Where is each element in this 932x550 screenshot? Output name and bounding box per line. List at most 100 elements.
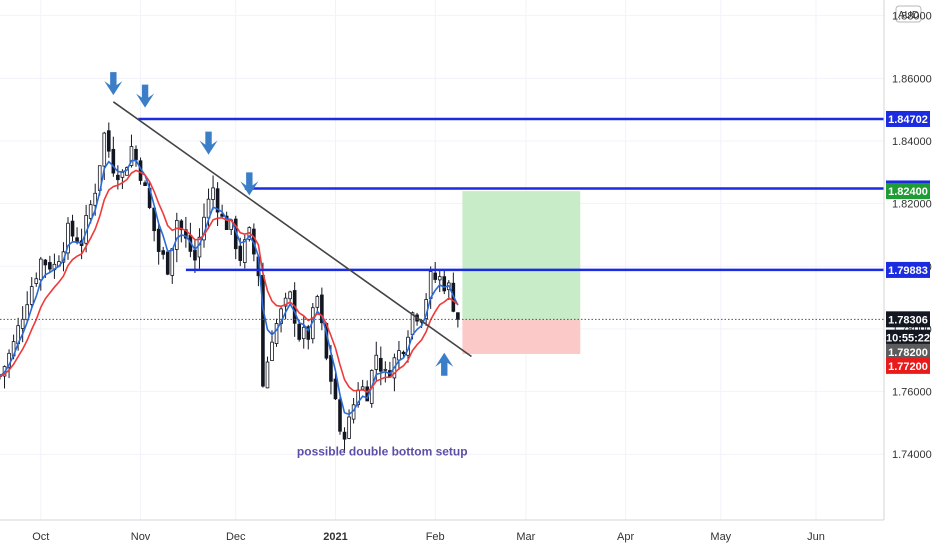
down-arrow-icon xyxy=(136,84,155,108)
time-tick-label: Apr xyxy=(617,531,634,543)
candle-up xyxy=(279,308,283,324)
candle-down xyxy=(442,276,447,292)
price-tick-label: 1.84000 xyxy=(892,136,932,148)
candle-down xyxy=(165,251,170,275)
candle-up xyxy=(347,416,351,439)
time-axis[interactable]: Oct Nov Dec 2021 Feb Mar Apr May Jun xyxy=(32,531,825,543)
down-arrow-icon xyxy=(199,131,218,155)
candle-up xyxy=(66,222,70,254)
trade-zones xyxy=(462,191,581,354)
candle-up xyxy=(383,368,388,371)
grid xyxy=(0,0,884,520)
candle-down xyxy=(161,250,166,255)
candle-up xyxy=(174,220,179,250)
candle-up xyxy=(397,350,401,361)
time-tick-label: Jun xyxy=(807,531,825,543)
price-tick-label: 1.82000 xyxy=(892,199,932,211)
ema-slow-line xyxy=(0,169,459,393)
candle-down xyxy=(106,130,111,152)
price-tick-label: 1.88000 xyxy=(892,11,932,23)
candle-up xyxy=(301,326,306,340)
candle-up xyxy=(270,341,274,361)
price-tag-label: 1.84702 xyxy=(888,114,928,126)
price-tag xyxy=(886,311,930,328)
candle-up xyxy=(374,354,379,370)
price-tag-label: 10:55:22 xyxy=(886,333,930,345)
candle-up xyxy=(265,361,270,389)
candle-up xyxy=(20,318,25,329)
price-tag-label: 1.78306 xyxy=(888,314,928,326)
candle-down xyxy=(238,245,243,261)
candle-down xyxy=(338,399,342,432)
time-tick-label: Oct xyxy=(32,531,49,543)
price-tags: 1.847021.824841.824001.798831.7830610:55… xyxy=(886,110,930,374)
down-arrow-icon xyxy=(104,72,123,96)
candle-down xyxy=(306,326,311,340)
price-tag xyxy=(886,357,930,374)
candle-up xyxy=(29,286,34,305)
candle-up xyxy=(315,296,320,308)
candle-up xyxy=(93,192,98,206)
drawn-lines xyxy=(0,101,884,358)
candle-up xyxy=(38,258,43,281)
candle-down xyxy=(143,182,147,187)
price-tag xyxy=(886,343,930,360)
time-tick-label: Nov xyxy=(131,531,151,543)
price-tag-label: 1.79883 xyxy=(888,265,928,277)
candle-up xyxy=(437,276,442,281)
candle-up xyxy=(120,172,125,178)
currency-badge-box xyxy=(895,5,922,23)
candle-down xyxy=(456,312,460,320)
candle-up xyxy=(274,323,279,344)
candle-down xyxy=(320,294,324,324)
price-tag-label: 1.77200 xyxy=(888,361,928,373)
price-tick-label: 1.74000 xyxy=(892,449,932,461)
candle-up xyxy=(88,204,93,219)
time-tick-label: Feb xyxy=(426,531,445,543)
candle-up xyxy=(170,248,175,276)
currency-badge[interactable]: AUD xyxy=(895,5,922,23)
candle-down xyxy=(333,378,338,400)
price-tag xyxy=(886,329,930,346)
candle-up xyxy=(242,239,247,263)
stop-loss-zone xyxy=(462,319,581,354)
candle-down xyxy=(111,148,116,174)
candle-up xyxy=(288,291,292,300)
currency-label: AUD xyxy=(898,10,919,21)
down-arrow-icon xyxy=(240,172,259,196)
candle-down xyxy=(297,323,302,340)
price-tick-label: 1.76000 xyxy=(892,387,932,399)
candle-up xyxy=(428,271,433,299)
ema-fast-line xyxy=(0,159,459,416)
candle-down xyxy=(433,272,438,280)
candle-up xyxy=(129,146,134,166)
candle-down xyxy=(179,220,184,231)
price-tag xyxy=(886,183,930,200)
time-tick-label: May xyxy=(710,531,731,543)
candle-up xyxy=(102,132,107,167)
time-tick-label: Dec xyxy=(226,531,246,543)
price-tag-label: 1.78200 xyxy=(888,347,928,359)
candle-down xyxy=(134,148,138,161)
candle-up xyxy=(211,187,215,200)
chart-annotation: possible double bottom setup xyxy=(297,444,468,458)
candle-up xyxy=(283,297,288,307)
candle-down xyxy=(378,357,383,372)
candle-down xyxy=(342,431,347,440)
trend-line xyxy=(112,101,472,358)
candle-down xyxy=(156,228,161,252)
candle-down xyxy=(193,249,197,261)
price-tick-label: 1.86000 xyxy=(892,73,932,85)
candle-down xyxy=(215,188,220,213)
price-tag-label: 1.82400 xyxy=(888,186,928,198)
candle-down xyxy=(70,220,75,237)
candle-down xyxy=(224,215,229,231)
candle-up xyxy=(360,386,365,390)
price-tag xyxy=(886,110,930,127)
candle-down xyxy=(48,262,52,270)
time-tick-label: Mar xyxy=(516,531,535,543)
candle-up xyxy=(34,278,39,284)
time-tick-label: 2021 xyxy=(323,531,347,543)
candle-down xyxy=(43,259,48,266)
